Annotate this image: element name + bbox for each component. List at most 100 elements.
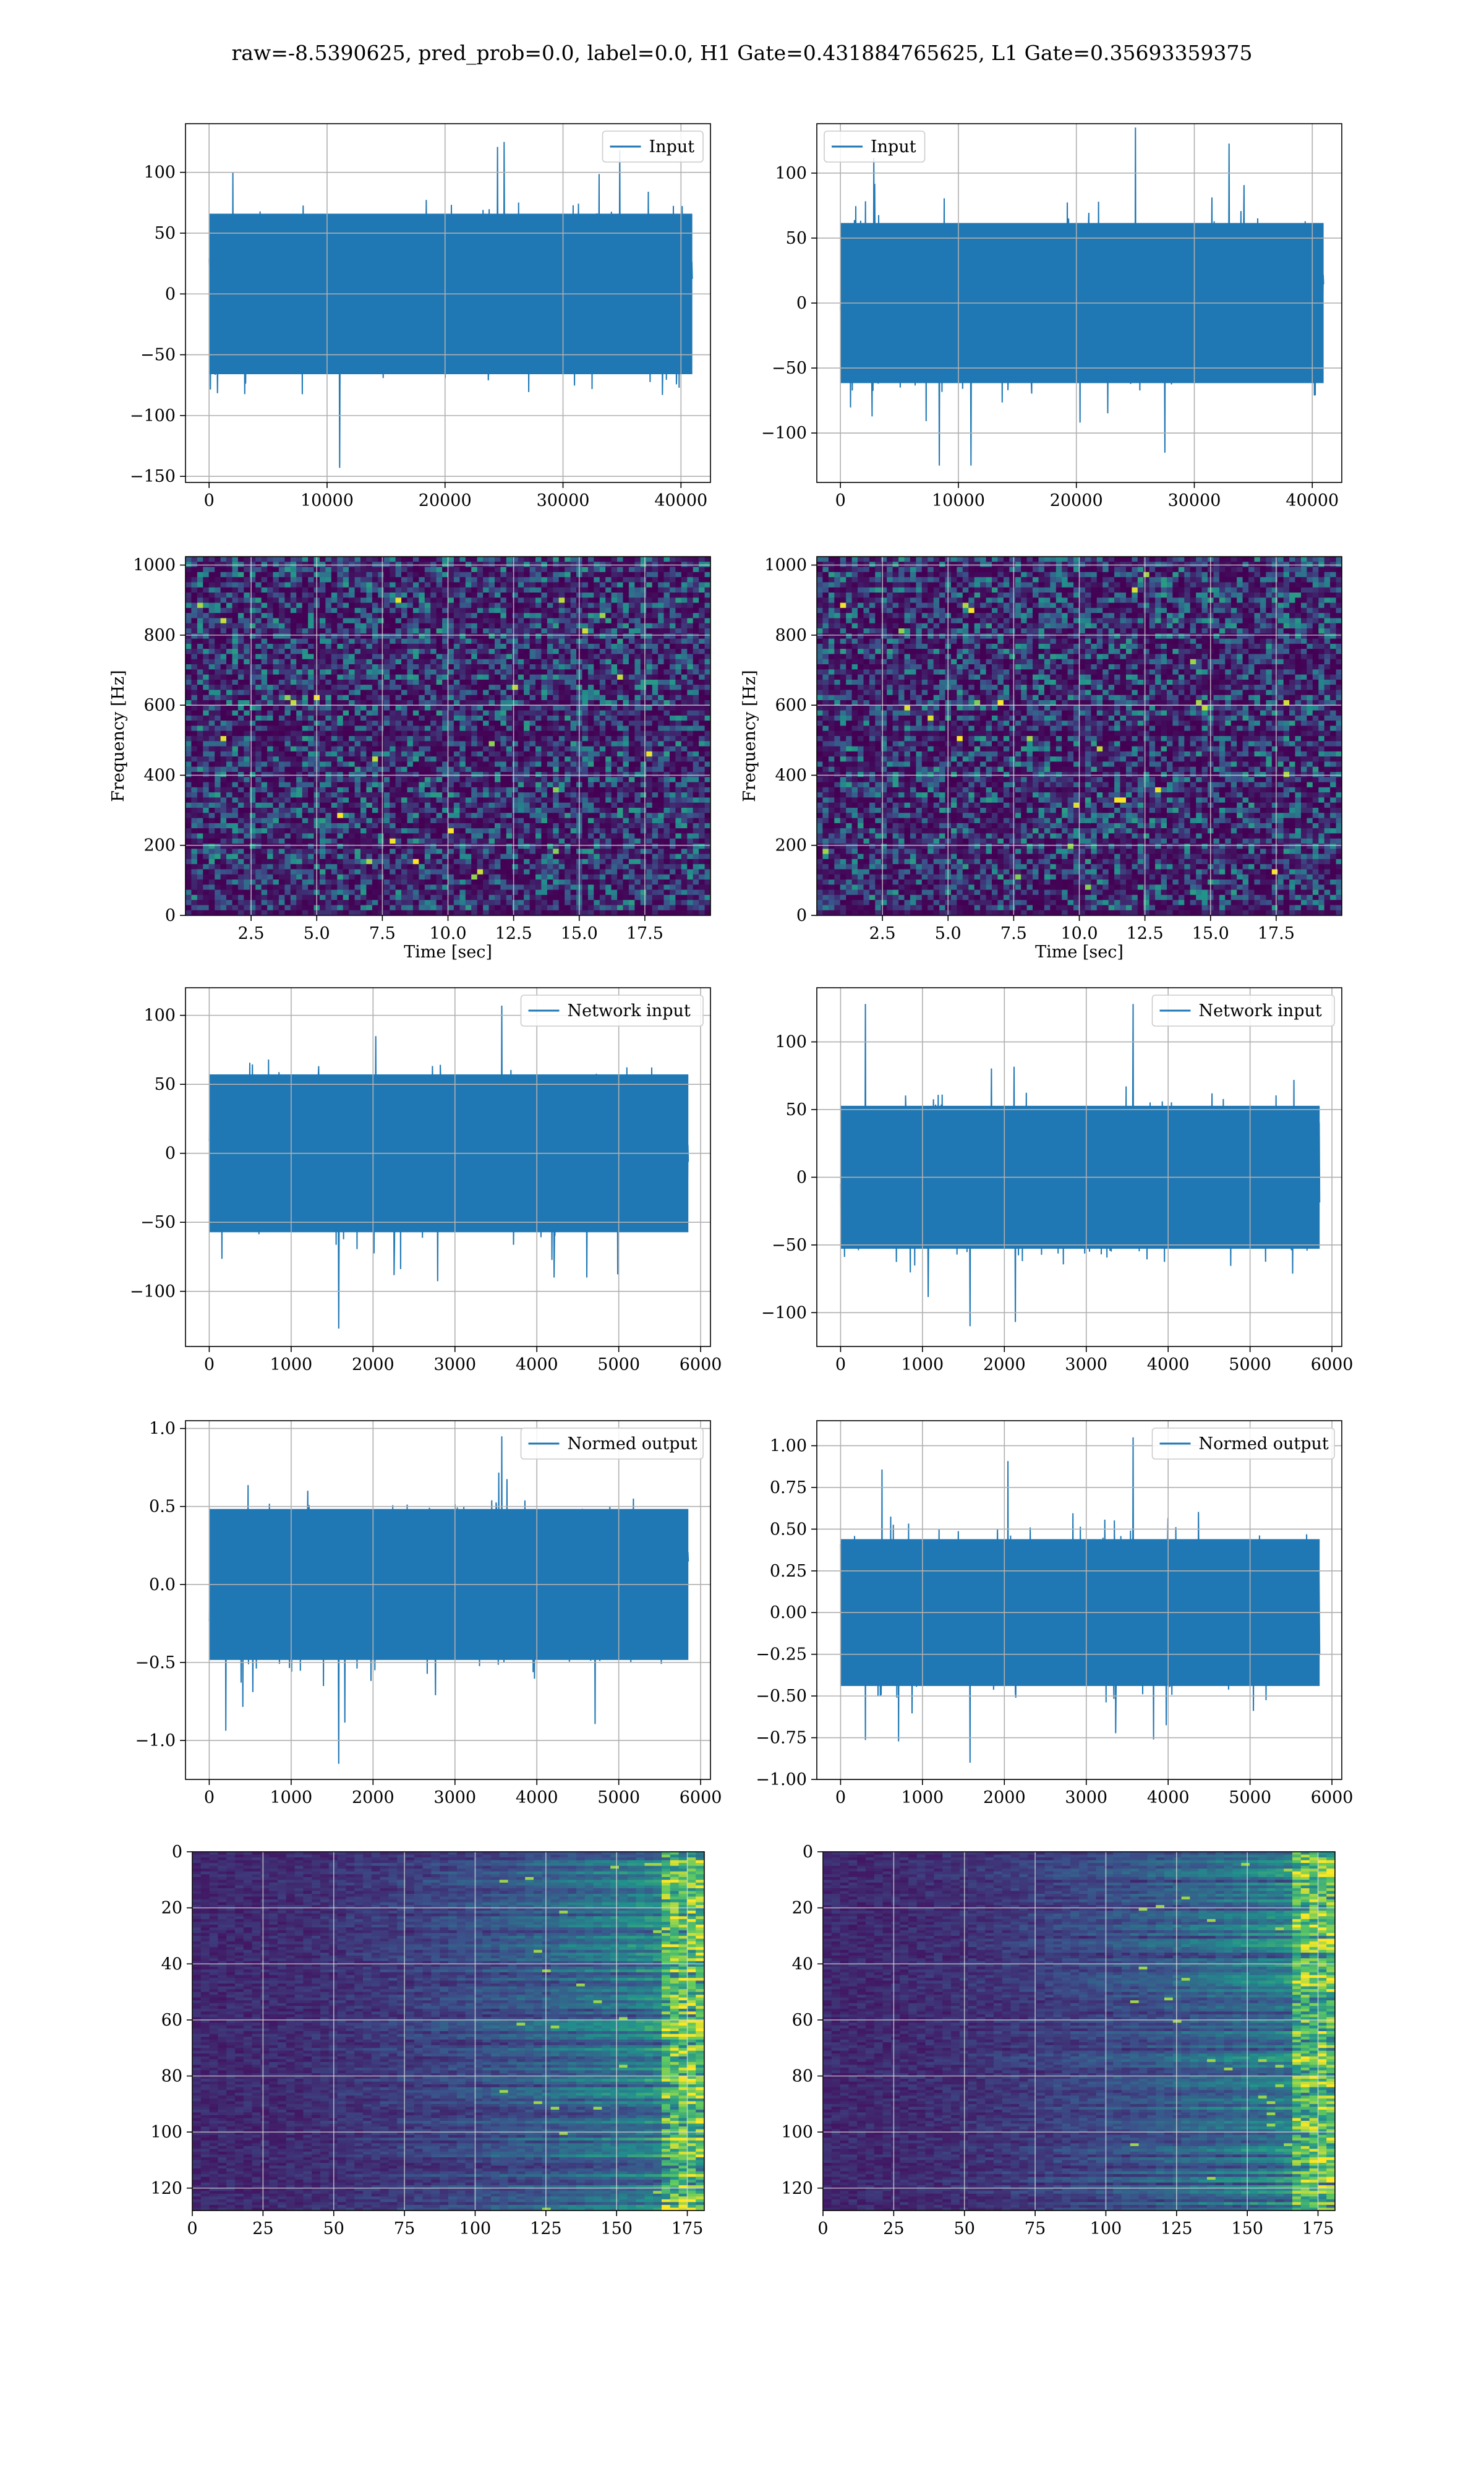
heat-cell [390, 874, 396, 880]
heat-cell [331, 782, 338, 788]
heat-cell [191, 613, 198, 618]
heat-cell [453, 721, 460, 726]
heat-cell [191, 690, 198, 696]
heat-cell [320, 782, 326, 788]
heat-cell [587, 884, 594, 891]
heat-cell [343, 649, 349, 654]
x-tick-label: 30000 [537, 491, 590, 510]
heat-cell [302, 884, 309, 891]
heat-cell [302, 695, 309, 701]
heat-cell [594, 613, 600, 618]
heat-cell [419, 623, 425, 629]
heat-cell [582, 695, 589, 701]
heat-cell [465, 582, 472, 588]
heat-cell [547, 761, 553, 768]
heat-cell [436, 664, 443, 670]
heat-cell [442, 787, 449, 793]
heat-cell [459, 864, 466, 870]
heat-cell [249, 910, 256, 915]
heat-cell [477, 813, 484, 819]
heat-cell [226, 685, 232, 690]
heat-cell [459, 721, 466, 726]
heat-cell [518, 782, 524, 788]
heat-cell [360, 761, 367, 768]
heat-cell [390, 766, 396, 773]
heat-cell [203, 900, 210, 905]
heat-cell [535, 643, 542, 649]
heat-cell [208, 571, 215, 578]
heat-cell [471, 838, 478, 844]
heat-cell [378, 577, 385, 583]
heat-cell [320, 792, 326, 798]
heat-cell [395, 674, 402, 680]
heat-cell [547, 685, 553, 690]
heat-cell [249, 884, 256, 891]
heat-cell [366, 751, 373, 757]
heat-cell [290, 854, 297, 860]
heat-cell [378, 884, 385, 891]
heat-cell [197, 880, 203, 885]
heat-cell [558, 766, 565, 773]
heat-cell [488, 690, 495, 696]
heat-cell [587, 761, 594, 768]
heat-cell [302, 808, 309, 813]
heat-cell [267, 562, 274, 568]
heat-cell [565, 715, 571, 721]
heat-cell [290, 587, 297, 593]
heat-cell [232, 664, 239, 670]
heat-cell [267, 858, 274, 865]
heat-cell [320, 577, 326, 583]
heat-cell [594, 623, 600, 629]
heat-cell [459, 792, 466, 798]
heat-cell [453, 593, 460, 598]
heat-cell [273, 833, 279, 839]
heat-cell [191, 854, 198, 860]
heat-cell [372, 905, 378, 911]
heat-cell [471, 582, 478, 588]
heat-cell [267, 813, 274, 819]
heat-cell [343, 562, 349, 568]
heat-cell [407, 772, 414, 777]
heat-cell [325, 628, 332, 634]
heat-cell [529, 874, 536, 880]
heat-cell [278, 869, 285, 875]
heat-cell [407, 792, 414, 798]
heat-cell [249, 679, 256, 685]
heat-cell [349, 710, 356, 716]
heat-cell [518, 607, 524, 614]
heat-cell [296, 730, 303, 737]
heat-cell [535, 654, 542, 660]
heat-cell [547, 674, 553, 680]
heat-cell [547, 900, 553, 905]
heat-cell [395, 730, 402, 737]
heat-cell [471, 884, 478, 891]
heat-cell [226, 623, 232, 629]
heat-cell [453, 736, 460, 742]
heat-cell [541, 623, 548, 629]
heat-cell [553, 700, 560, 706]
heat-cell [524, 874, 531, 880]
heat-cell [237, 900, 244, 905]
heat-cell [261, 910, 268, 915]
heat-cell [308, 884, 315, 891]
heat-cell [506, 638, 513, 644]
heat-cell [244, 726, 250, 732]
heat-cell [215, 602, 221, 609]
heat-cell [529, 690, 536, 696]
heat-cell [512, 715, 519, 721]
heat-cell [436, 602, 443, 609]
heat-cell [337, 602, 344, 609]
heat-cell [249, 808, 256, 813]
heat-cell [582, 557, 589, 562]
heat-cell [524, 792, 531, 798]
heat-cell [203, 833, 210, 839]
heat-cell [354, 562, 361, 568]
heat-cell [249, 756, 256, 762]
heat-cell [249, 618, 256, 624]
heat-cell [547, 557, 553, 562]
heat-cell [186, 858, 192, 865]
heat-cell [453, 772, 460, 777]
heat-cell [524, 577, 531, 583]
heat-cell [471, 736, 478, 742]
heat-cell [378, 633, 385, 640]
